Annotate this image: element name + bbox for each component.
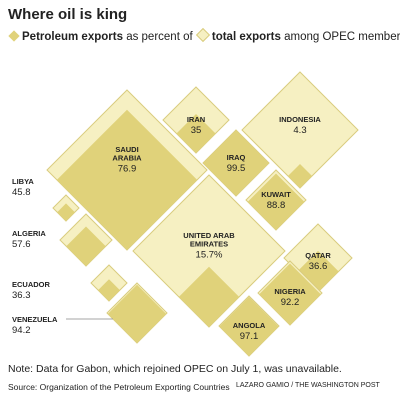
petroleum-exports-diamond [107, 284, 167, 343]
petroleum-exports-diamond [66, 226, 106, 266]
petroleum-exports-diamond [247, 173, 305, 230]
petroleum-exports-diamond [219, 296, 279, 356]
petroleum-exports-diamond [287, 163, 313, 188]
country-value-label: 97.1 [240, 331, 259, 342]
country-name-label: QATAR [305, 251, 331, 260]
chart-credit: LAZARO GAMIO / THE WASHINGTON POST [236, 382, 380, 389]
country-value-label: 76.9 [118, 164, 137, 175]
petroleum-exports-diamond [203, 130, 269, 196]
country-value-label: 15.7% [196, 250, 223, 261]
country-value-label: 45.8 [12, 187, 31, 198]
country-value-label: 35 [191, 125, 202, 136]
country-value-label: 36.3 [12, 290, 31, 301]
country-name-label: UNITED ARAB [183, 231, 235, 240]
legend-petroleum-suffix: as percent of [126, 31, 193, 43]
country-name-label: INDONESIA [279, 115, 321, 124]
country-name-label: ALGERIA [12, 229, 46, 238]
country-name-label: IRAQ [227, 153, 246, 162]
petroleum-exports-diamond [178, 266, 240, 327]
legend-total-suffix: among OPEC members [284, 31, 400, 43]
country-name-label: ANGOLA [233, 321, 266, 330]
country-name-label: LIBYA [12, 177, 34, 186]
country-name-label: EMIRATES [190, 240, 228, 249]
petroleum-exports-diamond [98, 279, 120, 301]
country-value-label: 88.8 [267, 200, 286, 211]
petroleum-exports-diamond [57, 203, 75, 221]
country-name-label: NIGERIA [274, 287, 306, 296]
country-value-label: 57.6 [12, 239, 31, 250]
petroleum-exports-diamond [176, 113, 216, 153]
country-value-label: 92.2 [281, 297, 300, 308]
chart-source: Source: Organization of the Petroleum Ex… [8, 382, 230, 392]
country-value-label: 99.5 [227, 163, 246, 174]
country-value-label: 94.2 [12, 325, 31, 336]
country-name-label: IRAN [187, 115, 205, 124]
chart-note: Note: Data for Gabon, which rejoined OPE… [8, 363, 342, 375]
country-name-label: ARABIA [112, 154, 142, 163]
legend-petroleum-label: Petroleum exports [22, 31, 123, 43]
country-value-label: 4.3 [293, 125, 306, 136]
country-name-label: ECUADOR [12, 280, 51, 289]
legend: Petroleum exports as percent of total ex… [8, 27, 400, 43]
petroleum-exports-diamond [297, 250, 339, 292]
petroleum-exports-diamond [56, 109, 198, 250]
petroleum-exports-diamond [259, 263, 321, 325]
country-value-label: 36.6 [309, 261, 328, 272]
country-name-label: SAUDI [115, 145, 138, 154]
legend-total-label: total exports [211, 31, 281, 43]
chart-title: Where oil is king [8, 6, 128, 23]
country-name-label: VENEZUELA [12, 315, 58, 324]
country-name-label: KUWAIT [261, 190, 291, 199]
